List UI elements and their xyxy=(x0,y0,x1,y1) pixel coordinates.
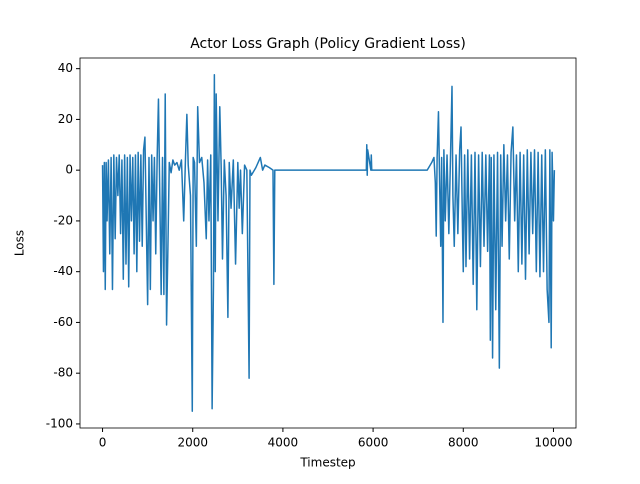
y-tick-label: 20 xyxy=(58,112,73,126)
x-tick-label: 8000 xyxy=(448,436,479,450)
x-tick-label: 10000 xyxy=(534,436,572,450)
y-tick-label: -60 xyxy=(53,315,73,329)
y-axis-label: Loss xyxy=(13,230,27,256)
x-tick-label: 2000 xyxy=(177,436,208,450)
x-tick-label: 0 xyxy=(99,436,107,450)
y-tick-label: -80 xyxy=(53,366,73,380)
y-tick-label: 40 xyxy=(58,61,73,75)
x-axis-label: Timestep xyxy=(299,456,355,470)
y-tick-label: -20 xyxy=(53,213,73,227)
y-tick-label: 0 xyxy=(65,163,73,177)
x-tick-label: 6000 xyxy=(358,436,389,450)
loss-line xyxy=(101,74,556,412)
x-tick-label: 4000 xyxy=(268,436,299,450)
y-tick-label: -100 xyxy=(46,416,73,430)
axes-frame xyxy=(79,57,577,429)
chart-title: Actor Loss Graph (Policy Gradient Loss) xyxy=(190,36,466,52)
y-tick-label: -40 xyxy=(53,264,73,278)
